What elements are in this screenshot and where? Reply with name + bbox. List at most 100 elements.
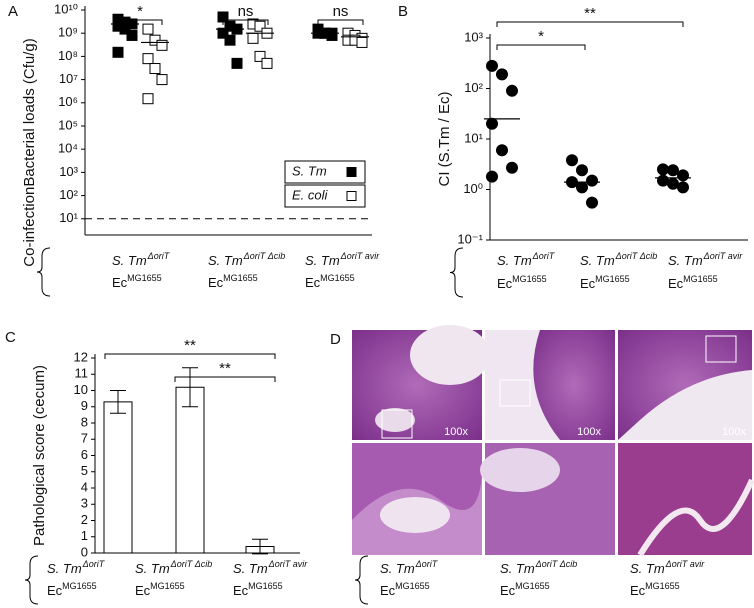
group-label: S. TmΔoriT bbox=[112, 251, 171, 268]
group-label: EcMG1655 bbox=[497, 274, 547, 291]
significance-label: ns bbox=[333, 3, 349, 20]
group-label: S. TmΔoriT avir bbox=[630, 559, 705, 576]
legend-box bbox=[284, 160, 366, 184]
legend-box bbox=[284, 184, 366, 208]
point bbox=[261, 57, 273, 69]
partner-sup: MG1655 bbox=[127, 273, 162, 283]
group-label: EcMG1655 bbox=[208, 273, 258, 290]
group-label: S. TmΔoriT bbox=[497, 251, 556, 268]
brace bbox=[24, 555, 39, 605]
panel-letter: D bbox=[330, 331, 341, 348]
significance-bracket bbox=[117, 19, 163, 25]
partner: Ec bbox=[208, 275, 224, 290]
significance-bracket bbox=[222, 19, 269, 25]
partner-sup: MG1655 bbox=[645, 581, 680, 591]
point bbox=[142, 23, 154, 35]
point bbox=[326, 29, 338, 41]
point bbox=[254, 50, 266, 62]
point bbox=[254, 20, 266, 32]
point bbox=[486, 59, 498, 72]
y-tick-label: 9 bbox=[81, 398, 88, 413]
point bbox=[657, 174, 669, 187]
strain-sup: ΔoriT Δcib bbox=[243, 251, 286, 261]
partner: Ec bbox=[135, 583, 151, 598]
y-tick-label: 10⁸ bbox=[58, 48, 78, 63]
panel-letter: B bbox=[398, 3, 408, 20]
point bbox=[486, 170, 498, 183]
point bbox=[142, 53, 154, 65]
partner-sup: MG1655 bbox=[320, 273, 355, 283]
partner: Ec bbox=[580, 276, 596, 291]
y-tick-label: 0 bbox=[81, 544, 88, 559]
group-label: EcMG1655 bbox=[305, 273, 355, 290]
group-label: EcMG1655 bbox=[500, 581, 550, 598]
y-tick-label: 5 bbox=[81, 463, 88, 478]
strain: S. Tm bbox=[112, 253, 147, 268]
partner: Ec bbox=[497, 276, 513, 291]
significance-label: * bbox=[538, 28, 544, 45]
partner: Ec bbox=[630, 583, 646, 598]
group-label: EcMG1655 bbox=[47, 581, 97, 598]
group-label: S. TmΔoriT Δcib bbox=[500, 559, 577, 576]
point bbox=[677, 181, 689, 194]
brace bbox=[354, 555, 369, 605]
y-tick-label: 10⁰ bbox=[463, 181, 483, 196]
partner: Ec bbox=[305, 275, 321, 290]
error-bar bbox=[110, 390, 126, 414]
y-tick-label: 11 bbox=[75, 366, 89, 381]
strain: S. Tm bbox=[305, 253, 340, 268]
strain-sup: ΔoriT avir bbox=[665, 559, 706, 569]
group-label: S. TmΔoriT bbox=[380, 559, 439, 576]
y-axis-label: Co-infectionBacterial loads (Cfu/g) bbox=[21, 38, 38, 266]
significance-label: ** bbox=[584, 5, 596, 22]
y-tick-label: 8 bbox=[81, 414, 88, 429]
y-tick-label: 7 bbox=[81, 431, 88, 446]
strain: S. Tm bbox=[47, 561, 82, 576]
point bbox=[586, 174, 598, 187]
point bbox=[486, 117, 498, 130]
strain: S. Tm bbox=[208, 253, 243, 268]
partner: Ec bbox=[380, 583, 396, 598]
point bbox=[576, 181, 588, 194]
error-bar bbox=[252, 538, 268, 555]
partner: Ec bbox=[668, 276, 684, 291]
significance-label: ** bbox=[184, 337, 196, 354]
strain: S. Tm bbox=[497, 253, 532, 268]
partner-sup: MG1655 bbox=[248, 581, 283, 591]
y-tick-label: 10³ bbox=[59, 164, 78, 179]
strain: S. Tm bbox=[500, 561, 535, 576]
y-label: Bacterial loads (Cfu/g) bbox=[21, 38, 38, 186]
group-label: S. TmΔoriT avir bbox=[668, 251, 743, 268]
y-tick-label: 10¹ bbox=[59, 210, 78, 225]
bar bbox=[103, 401, 133, 554]
group-label: EcMG1655 bbox=[135, 581, 185, 598]
y-tick-label: 10⁶ bbox=[58, 94, 78, 109]
point bbox=[496, 68, 508, 81]
magnification: 100x bbox=[577, 426, 601, 438]
group-label: EcMG1655 bbox=[112, 273, 162, 290]
point bbox=[224, 34, 236, 46]
panel-letter: A bbox=[8, 3, 18, 20]
strain-sup: ΔoriT Δcib bbox=[615, 251, 658, 261]
point bbox=[112, 46, 124, 58]
point bbox=[657, 163, 669, 176]
y-label: CI (S.Tm / Ec) bbox=[436, 92, 453, 187]
strain: S. Tm bbox=[233, 561, 268, 576]
y-tick-label: 10² bbox=[59, 187, 78, 202]
partner-sup: MG1655 bbox=[683, 274, 718, 284]
point bbox=[586, 196, 598, 209]
panel-letter: C bbox=[5, 329, 16, 346]
y-tick-label: 10 bbox=[74, 382, 88, 397]
y-tick-label: 10⁴ bbox=[58, 141, 78, 156]
point bbox=[156, 39, 168, 51]
y-tick-label: 2 bbox=[81, 512, 88, 527]
strain-sup: ΔoriT Δcib bbox=[535, 559, 578, 569]
point bbox=[142, 93, 154, 105]
y-tick-label: 1 bbox=[81, 528, 88, 543]
partner: Ec bbox=[47, 583, 63, 598]
histology-panel: 100x 100x 100x D bbox=[330, 325, 754, 557]
y-axis-label: CI (S.Tm / Ec) bbox=[436, 92, 453, 187]
significance-bracket bbox=[317, 19, 364, 25]
group-label: S. TmΔoriT Δcib bbox=[580, 251, 657, 268]
